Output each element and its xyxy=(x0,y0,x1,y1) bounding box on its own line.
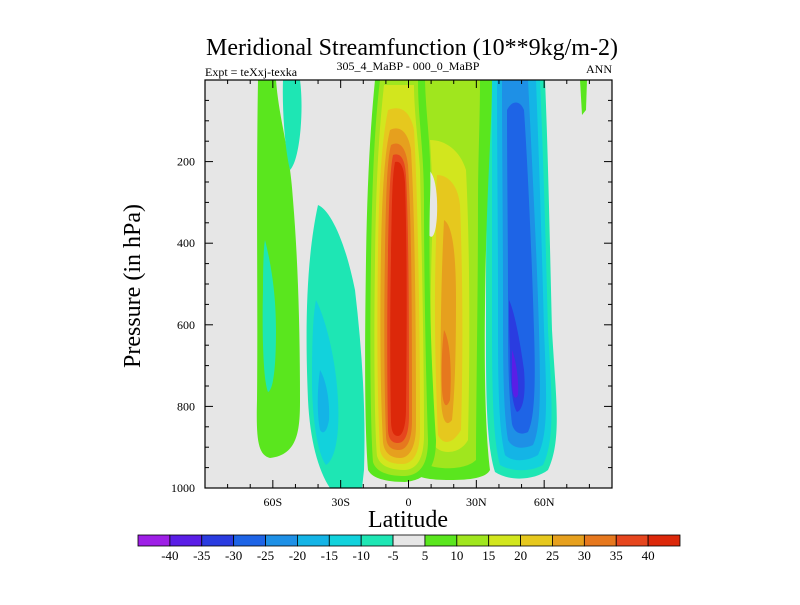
y-tick-label: 800 xyxy=(177,399,195,413)
colorbar-label: -35 xyxy=(193,548,210,563)
y-axis: 200 400 600 800 1000 xyxy=(171,99,612,495)
colorbar-label: -15 xyxy=(321,548,338,563)
colorbar-label: 15 xyxy=(482,548,495,563)
x-tick-label: 30S xyxy=(331,495,350,509)
colorbar-swatch xyxy=(488,534,521,547)
colorbar-label: 10 xyxy=(450,548,463,563)
colorbar-swatch xyxy=(297,534,330,547)
subtitle-period: 305_4_MaBP - 000_0_MaBP xyxy=(337,59,480,73)
subtitle-experiment: Expt = teXxj-texka xyxy=(205,65,298,79)
colorbar-label: 40 xyxy=(642,548,655,563)
colorbar-swatch xyxy=(360,534,394,547)
colorbar-swatch xyxy=(201,534,235,547)
colorbar-swatch xyxy=(520,534,553,547)
contour-hadley-n-35 xyxy=(441,330,451,406)
subtitle-season: ANN xyxy=(586,62,612,76)
x-tick-label: 60S xyxy=(263,495,282,509)
colorbar-label: -30 xyxy=(225,548,242,563)
contour-ferrel-north-35 xyxy=(512,350,519,398)
colorbar-label: 35 xyxy=(610,548,623,563)
colorbar-swatch xyxy=(647,534,681,547)
colorbar-swatch xyxy=(137,534,171,547)
colorbar-label: 5 xyxy=(422,548,429,563)
y-tick-label: 400 xyxy=(177,236,195,250)
colorbar-label: -40 xyxy=(161,548,178,563)
colorbar-label: 30 xyxy=(578,548,591,563)
colorbar: -40 -35 -30 -25 -20 -15 -10 -5 5 10 15 20 25 30 35 40 xyxy=(137,534,681,563)
contour-ferrel-south-15 xyxy=(317,370,330,433)
colorbar-swatch xyxy=(552,534,585,547)
colorbar-swatch xyxy=(392,534,426,547)
colorbar-label: -5 xyxy=(388,548,399,563)
contour-highlat-north-10 xyxy=(580,80,587,115)
contour-hadley-eq-40 xyxy=(390,161,407,437)
colorbar-swatch xyxy=(456,534,490,547)
colorbar-swatch xyxy=(424,534,458,547)
y-tick-label: 1000 xyxy=(171,481,195,495)
y-tick-label: 200 xyxy=(177,155,195,169)
x-tick-label: 0 xyxy=(406,495,412,509)
colorbar-swatch xyxy=(583,534,617,547)
colorbar-swatch xyxy=(265,534,298,547)
contour-ferrel-south-5 xyxy=(282,80,365,488)
colorbar-label: 20 xyxy=(514,548,527,563)
contour-polar-south-5 xyxy=(262,240,276,392)
colorbar-label: 25 xyxy=(546,548,559,563)
chart-title: Meridional Streamfunction (10**9kg/m-2) xyxy=(206,35,618,61)
colorbar-label: -25 xyxy=(257,548,274,563)
colorbar-label: -20 xyxy=(289,548,306,563)
colorbar-swatch xyxy=(169,534,203,547)
x-tick-label: 30N xyxy=(466,495,487,509)
y-tick-label: 600 xyxy=(177,318,195,332)
colorbar-label: -10 xyxy=(353,548,370,563)
x-axis: 60S 30S 0 30N 60N xyxy=(227,80,590,509)
colorbar-swatch xyxy=(233,534,266,547)
y-axis-label: Pressure (in hPa) xyxy=(120,204,146,368)
x-tick-label: 60N xyxy=(534,495,555,509)
contour-field xyxy=(256,80,587,488)
colorbar-swatch xyxy=(615,534,649,547)
colorbar-swatch xyxy=(328,534,362,547)
x-axis-label: Latitude xyxy=(368,507,448,533)
contour-ferrel-south-10 xyxy=(312,300,339,465)
